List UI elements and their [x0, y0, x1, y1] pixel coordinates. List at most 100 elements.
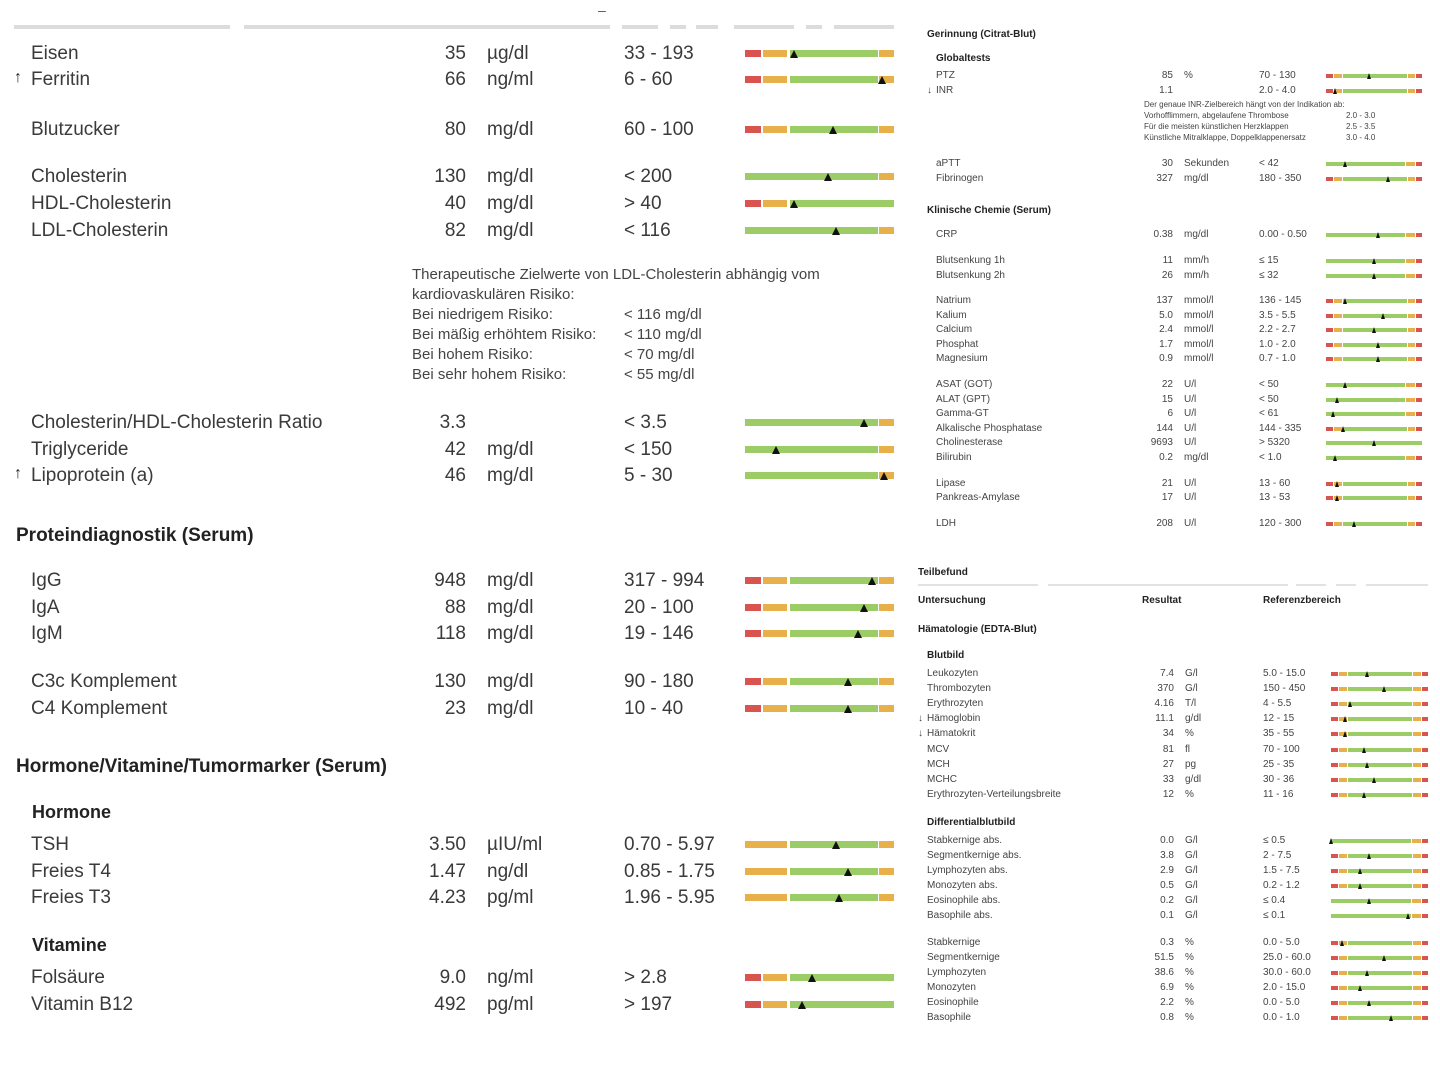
range-segment	[1416, 299, 1422, 303]
inr-note-value: 2.5 - 3.5	[1346, 122, 1376, 131]
range-bar	[745, 446, 894, 454]
test-unit: mg/dl	[487, 220, 534, 241]
range-bar	[1331, 1015, 1428, 1021]
test-value: 0.5	[1160, 880, 1174, 891]
range-segment	[1422, 732, 1428, 736]
ldl-note-line: Therapeutische Zielwerte von LDL-Cholest…	[412, 266, 820, 283]
section-heading-gerinnung: Gerinnung (Citrat-Blut)	[927, 29, 1036, 40]
test-value: 11.1	[1155, 713, 1174, 724]
test-value: 80	[444, 119, 466, 140]
value-marker-icon	[867, 577, 876, 585]
range-segment	[1407, 177, 1416, 181]
top-rule	[834, 25, 894, 29]
test-value: 9693	[1150, 437, 1173, 448]
test-value: 2.9	[1160, 865, 1174, 876]
range-segment	[1331, 914, 1411, 918]
range-segment	[1338, 971, 1348, 975]
test-name: Cholesterin	[31, 166, 128, 187]
test-value: 26	[1161, 270, 1173, 281]
test-value: 130	[434, 166, 466, 187]
value-marker-icon	[1328, 838, 1333, 844]
reference-range: < 42	[1259, 158, 1279, 169]
range-segment	[1326, 299, 1333, 303]
range-segment	[1411, 839, 1422, 843]
section-heading-klinchem: Klinische Chemie (Serum)	[927, 205, 1051, 216]
range-segment	[1413, 1016, 1422, 1020]
test-unit: ng/ml	[487, 69, 534, 90]
range-segment	[1405, 162, 1416, 166]
test-unit: fl	[1185, 744, 1190, 755]
range-bar	[745, 173, 894, 181]
range-segment	[1413, 672, 1422, 676]
test-value: 12	[1162, 789, 1174, 800]
value-marker-icon	[860, 419, 869, 427]
reference-range: 0.7 - 1.0	[1259, 353, 1296, 364]
inr-note-line: Für die meisten künstlichen Herzklappen	[1144, 122, 1289, 131]
flag-up-icon: ↑	[14, 465, 22, 482]
test-name: Eosinophile abs.	[927, 895, 1001, 906]
range-segment	[1333, 74, 1343, 78]
test-unit: G/l	[1185, 865, 1198, 876]
value-marker-icon	[1340, 426, 1345, 432]
test-value: 66	[444, 69, 466, 90]
reference-range: 6 - 60	[624, 69, 673, 90]
test-value: 9.0	[439, 967, 466, 988]
range-segment	[1422, 778, 1428, 782]
range-bar	[745, 577, 894, 585]
range-segment	[789, 577, 878, 584]
range-segment	[1405, 233, 1416, 237]
test-unit: mg/dl	[487, 465, 534, 486]
test-value: 1.7	[1159, 339, 1173, 350]
range-bar	[1326, 397, 1422, 403]
range-segment	[1422, 839, 1428, 843]
range-segment	[1331, 854, 1338, 858]
range-segment	[1331, 869, 1338, 873]
range-bar	[1326, 73, 1422, 79]
test-name: Eisen	[31, 43, 79, 64]
test-name: Folsäure	[31, 967, 105, 988]
test-name: Stabkernige	[927, 937, 981, 948]
test-value: 11	[1162, 255, 1173, 266]
range-segment	[1416, 482, 1422, 486]
test-unit: %	[1185, 789, 1194, 800]
value-marker-icon	[1371, 258, 1376, 264]
test-value: 88	[444, 597, 466, 618]
column-header-resultat: Resultat	[1142, 595, 1182, 606]
value-marker-icon	[1371, 440, 1376, 446]
test-name: Calcium	[936, 324, 973, 335]
test-unit: %	[1185, 997, 1194, 1008]
range-segment	[879, 894, 894, 901]
test-name: Phosphat	[936, 339, 979, 350]
reference-range: 136 - 145	[1259, 295, 1302, 306]
test-unit: g/dl	[1185, 713, 1202, 724]
range-segment	[879, 577, 894, 584]
range-segment	[1422, 914, 1428, 918]
range-segment	[1343, 482, 1407, 486]
range-segment	[745, 678, 762, 685]
value-marker-icon	[1335, 397, 1340, 403]
test-name: Lymphozyten abs.	[927, 865, 1008, 876]
range-segment	[1413, 732, 1422, 736]
reference-range: 5 - 30	[624, 465, 673, 486]
test-name: Hämoglobin	[927, 713, 981, 724]
range-bar	[745, 974, 894, 982]
reference-range: 70 - 100	[1263, 744, 1300, 755]
range-segment	[879, 419, 894, 426]
test-value: 27	[1162, 759, 1174, 770]
range-segment	[1333, 89, 1343, 93]
range-segment	[879, 227, 894, 234]
test-value: 5.0	[1159, 310, 1173, 321]
range-segment	[745, 126, 762, 133]
value-marker-icon	[1333, 88, 1338, 94]
reference-range: 70 - 130	[1259, 70, 1296, 81]
reference-range: < 1.0	[1259, 452, 1282, 463]
test-unit: U/l	[1184, 423, 1197, 434]
range-segment	[789, 604, 878, 611]
test-value: 51.5	[1154, 952, 1174, 963]
flag-down-icon: ↓	[927, 85, 932, 96]
test-name: Leukozyten	[927, 668, 979, 679]
range-segment	[1331, 986, 1338, 990]
range-segment	[1413, 869, 1422, 873]
range-segment	[745, 577, 762, 584]
range-segment	[1338, 1001, 1348, 1005]
